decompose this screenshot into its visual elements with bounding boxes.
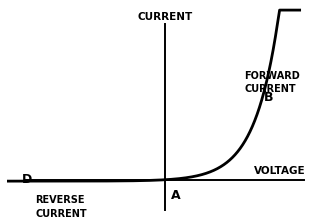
Text: FORWARD
CURRENT: FORWARD CURRENT [244,71,300,94]
Text: REVERSE
CURRENT: REVERSE CURRENT [35,195,87,219]
Text: CURRENT: CURRENT [137,12,193,22]
Text: VOLTAGE: VOLTAGE [254,166,306,176]
Text: A: A [171,189,181,202]
Text: B: B [264,91,274,104]
Text: D: D [22,173,32,186]
